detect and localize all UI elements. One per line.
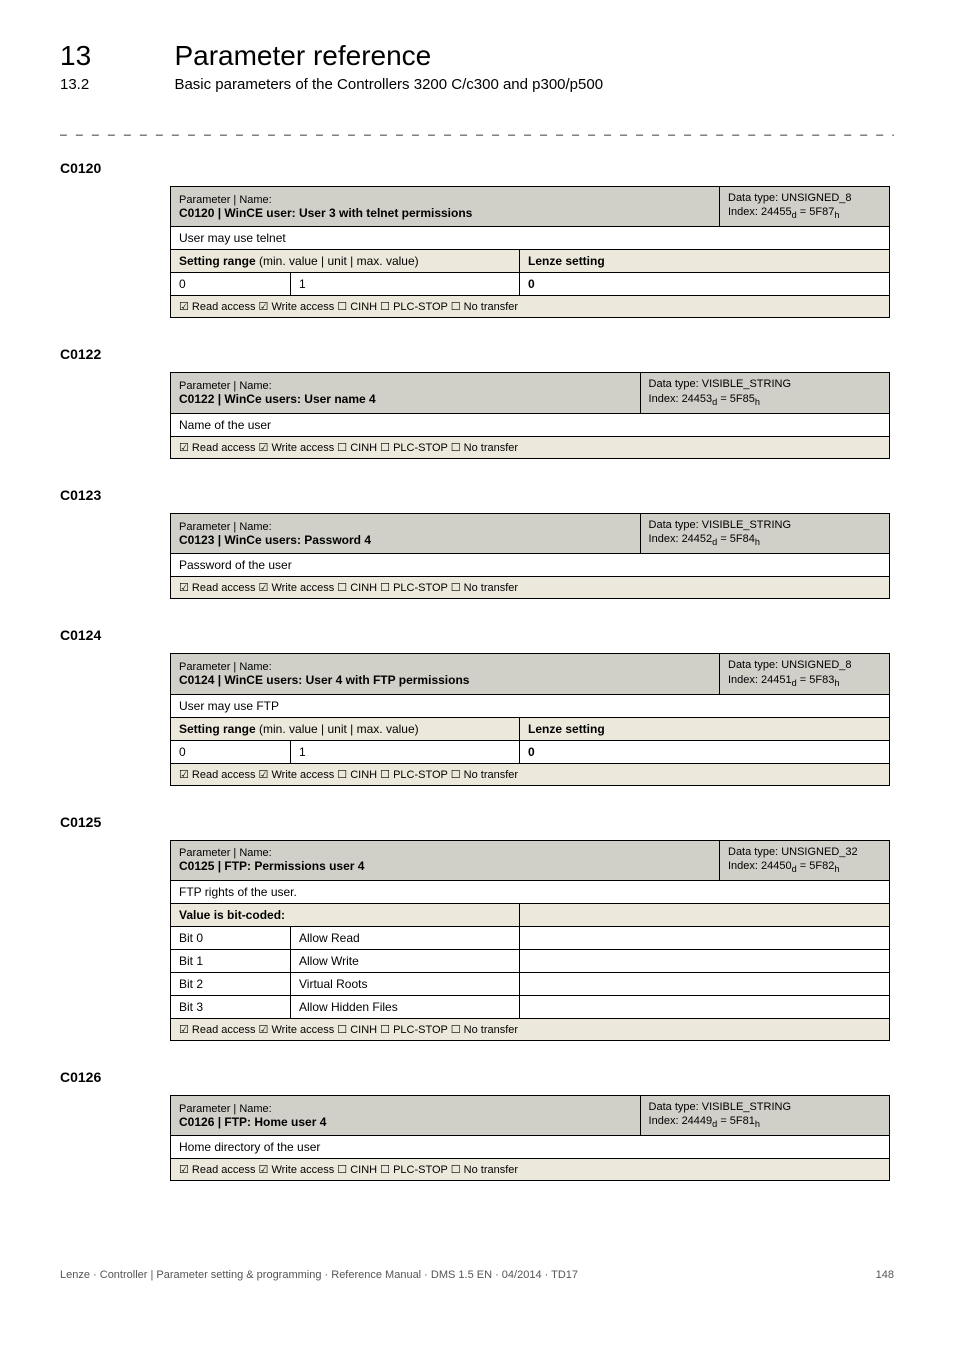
bit-index: Bit 0 [171,927,291,950]
bit-index: Bit 1 [171,950,291,973]
setting-range-header: Setting range (min. value | unit | max. … [171,250,520,273]
bit-spacer [520,950,890,973]
param-title: C0123 | WinCe users: Password 4 [179,533,632,547]
param-code: C0123 [60,487,894,503]
divider-dashed: _ _ _ _ _ _ _ _ _ _ _ _ _ _ _ _ _ _ _ _ … [60,122,894,136]
param-access-flags: ☑ Read access ☑ Write access ☐ CINH ☐ PL… [171,1019,890,1041]
param-title: C0120 | WinCE user: User 3 with telnet p… [179,206,711,220]
param-name-label: Parameter | Name: [179,380,632,392]
section-title: Basic parameters of the Controllers 3200… [174,76,603,93]
param-code: C0126 [60,1069,894,1085]
bit-label: Allow Hidden Files [291,996,520,1019]
page-footer: Lenze · Controller | Parameter setting &… [0,1269,954,1301]
param-datatype-cell: Data type: UNSIGNED_8Index: 24451d = 5F8… [720,654,890,694]
param-datatype-cell: Data type: UNSIGNED_8Index: 24455d = 5F8… [720,187,890,227]
bit-spacer [520,973,890,996]
param-datatype-cell: Data type: VISIBLE_STRINGIndex: 24453d =… [640,373,889,413]
range-default: 0 [520,740,890,763]
bit-spacer [520,996,890,1019]
range-min: 0 [171,273,291,296]
param-table: Parameter | Name: C0125 | FTP: Permissio… [170,840,890,1041]
lenze-setting-header: Lenze setting [520,250,890,273]
lenze-setting-header: Lenze setting [520,717,890,740]
param-title: C0126 | FTP: Home user 4 [179,1115,632,1129]
param-datatype-cell: Data type: VISIBLE_STRINGIndex: 24452d =… [640,513,889,553]
bit-spacer [520,927,890,950]
param-title: C0125 | FTP: Permissions user 4 [179,859,711,873]
param-block: C0125 Parameter | Name: C0125 | FTP: Per… [60,814,894,1041]
chapter-title: Parameter reference [174,40,431,71]
value-bit-coded-header: Value is bit-coded: [171,904,520,927]
param-title: C0122 | WinCe users: User name 4 [179,392,632,406]
param-code: C0120 [60,160,894,176]
param-datatype-cell: Data type: VISIBLE_STRINGIndex: 24449d =… [640,1096,889,1136]
param-description: User may use FTP [171,694,890,717]
param-description: Home directory of the user [171,1136,890,1159]
param-block: C0122 Parameter | Name: C0122 | WinCe us… [60,346,894,458]
param-name-label: Parameter | Name: [179,521,632,533]
param-header-cell: Parameter | Name: C0123 | WinCe users: P… [171,513,641,553]
param-access-flags: ☑ Read access ☑ Write access ☐ CINH ☐ PL… [171,296,890,318]
param-description: User may use telnet [171,227,890,250]
param-access-flags: ☑ Read access ☑ Write access ☐ CINH ☐ PL… [171,1159,890,1181]
param-block: C0123 Parameter | Name: C0123 | WinCe us… [60,487,894,599]
param-name-label: Parameter | Name: [179,847,711,859]
param-name-label: Parameter | Name: [179,661,711,673]
running-head: 13 Parameter reference 13.2 Basic parame… [60,40,894,94]
section-number: 13.2 [60,76,170,93]
param-block: C0120 Parameter | Name: C0120 | WinCE us… [60,160,894,318]
footer-page-number: 148 [876,1269,894,1281]
range-max: 1 [291,740,520,763]
param-header-cell: Parameter | Name: C0122 | WinCe users: U… [171,373,641,413]
param-table: Parameter | Name: C0124 | WinCE users: U… [170,653,890,785]
param-access-flags: ☑ Read access ☑ Write access ☐ CINH ☐ PL… [171,436,890,458]
bit-label: Allow Read [291,927,520,950]
bits-spacer [520,904,890,927]
param-access-flags: ☑ Read access ☑ Write access ☐ CINH ☐ PL… [171,763,890,785]
range-min: 0 [171,740,291,763]
bit-label: Virtual Roots [291,973,520,996]
param-code: C0124 [60,627,894,643]
param-table: Parameter | Name: C0123 | WinCe users: P… [170,513,890,599]
range-default: 0 [520,273,890,296]
param-datatype-cell: Data type: UNSIGNED_32Index: 24450d = 5F… [720,840,890,880]
param-code: C0125 [60,814,894,830]
param-header-cell: Parameter | Name: C0126 | FTP: Home user… [171,1096,641,1136]
param-block: C0126 Parameter | Name: C0126 | FTP: Hom… [60,1069,894,1181]
bit-label: Allow Write [291,950,520,973]
param-table: Parameter | Name: C0120 | WinCE user: Us… [170,186,890,318]
bit-index: Bit 3 [171,996,291,1019]
param-access-flags: ☑ Read access ☑ Write access ☐ CINH ☐ PL… [171,577,890,599]
setting-range-header: Setting range (min. value | unit | max. … [171,717,520,740]
chapter-number: 13 [60,40,170,72]
bit-index: Bit 2 [171,973,291,996]
param-name-label: Parameter | Name: [179,194,711,206]
param-title: C0124 | WinCE users: User 4 with FTP per… [179,673,711,687]
param-table: Parameter | Name: C0126 | FTP: Home user… [170,1095,890,1181]
param-block: C0124 Parameter | Name: C0124 | WinCE us… [60,627,894,785]
range-max: 1 [291,273,520,296]
param-header-cell: Parameter | Name: C0120 | WinCE user: Us… [171,187,720,227]
param-header-cell: Parameter | Name: C0125 | FTP: Permissio… [171,840,720,880]
param-description: FTP rights of the user. [171,881,890,904]
footer-text: Lenze · Controller | Parameter setting &… [60,1269,578,1281]
param-code: C0122 [60,346,894,362]
param-name-label: Parameter | Name: [179,1103,632,1115]
param-header-cell: Parameter | Name: C0124 | WinCE users: U… [171,654,720,694]
param-description: Password of the user [171,554,890,577]
param-table: Parameter | Name: C0122 | WinCe users: U… [170,372,890,458]
param-description: Name of the user [171,413,890,436]
